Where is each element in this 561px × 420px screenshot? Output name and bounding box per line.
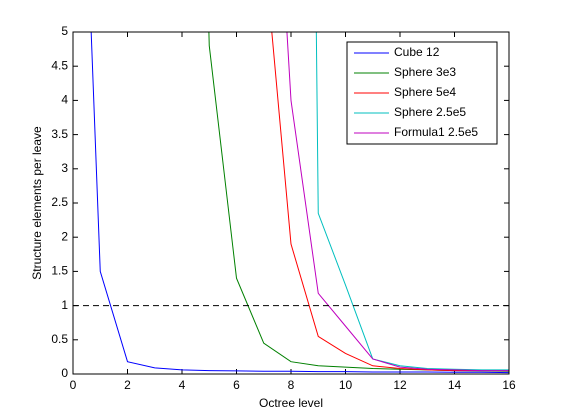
legend-label: Sphere 3e3	[394, 65, 456, 79]
y-tick-label: 0	[61, 366, 68, 380]
y-tick-label: 1.5	[51, 264, 68, 278]
y-tick-label: 1	[61, 298, 68, 312]
x-tick-label: 6	[233, 378, 240, 392]
x-tick-label: 10	[339, 378, 353, 392]
legend-label: Sphere 5e4	[394, 85, 456, 99]
y-tick-label: 5	[61, 24, 68, 38]
y-tick-label: 2.5	[51, 195, 68, 209]
x-tick-label: 12	[393, 378, 407, 392]
y-axis-label: Structure elements per leave	[30, 126, 44, 280]
series-line	[286, 32, 509, 372]
y-tick-label: 4.5	[51, 58, 68, 72]
y-tick-label: 0.5	[51, 332, 68, 346]
x-tick-label: 2	[124, 378, 131, 392]
y-tick-label: 4	[61, 93, 68, 107]
x-tick-label: 4	[179, 378, 186, 392]
x-tick-label: 8	[288, 378, 295, 392]
y-tick-label: 3.5	[51, 127, 68, 141]
axes-box	[72, 31, 510, 375]
y-tick-label: 3	[61, 161, 68, 175]
plot-lines	[73, 32, 509, 374]
legend-label: Sphere 2.5e5	[394, 105, 466, 119]
y-tick-label: 2	[61, 229, 68, 243]
x-axis-label: Octree level	[259, 396, 323, 410]
series-line	[90, 32, 509, 374]
x-tick-label: 16	[502, 378, 516, 392]
series-line	[315, 32, 509, 371]
x-tick-label: 14	[448, 378, 462, 392]
legend-label: Formula1 2.5e5	[394, 125, 478, 139]
legend-label: Cube 12	[394, 45, 440, 59]
x-tick-label: 0	[70, 378, 77, 392]
